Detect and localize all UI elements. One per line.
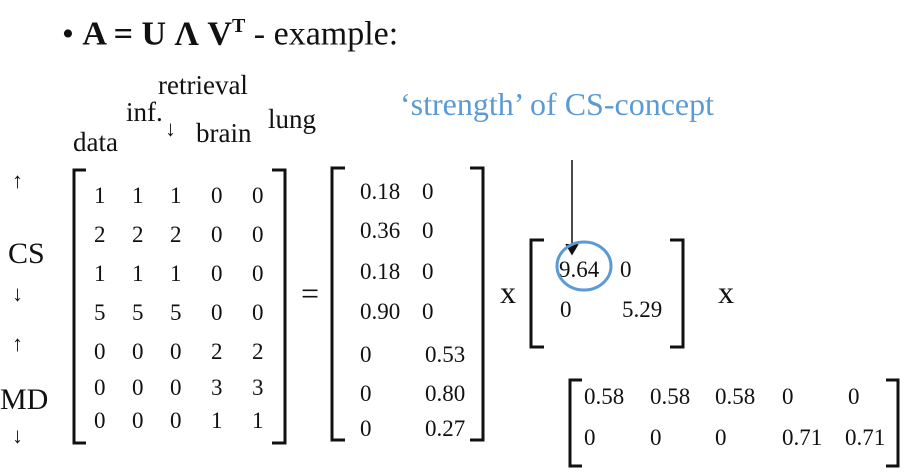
matrix-a-cell: 0 <box>170 375 182 400</box>
matrix-a-cell: 0 <box>132 339 144 364</box>
matrix-lambda-cell: 0 <box>560 297 572 322</box>
matrix-u-cell: 0 <box>422 299 434 324</box>
matrix-a-cell: 1 <box>132 183 144 208</box>
matrix-a-cell: 2 <box>132 222 144 247</box>
bullet: • <box>62 15 83 53</box>
matrix-vt-cell: 0.58 <box>650 384 691 409</box>
transpose-superscript: T <box>231 15 246 37</box>
matrix-a-right-bracket <box>272 168 287 445</box>
matrix-a-left-bracket <box>72 168 86 445</box>
matrix-lambda-cell: 9.64 <box>559 257 600 282</box>
matrix-a-cell: 1 <box>94 183 106 208</box>
matrix-u-cell: 0.36 <box>360 218 401 243</box>
matrix-vt-cell: 0 <box>848 384 860 409</box>
matrix-a-cell: 1 <box>170 261 182 286</box>
matrix-vt-left-bracket <box>568 378 582 468</box>
matrix-vt-cell: 0.71 <box>782 425 823 450</box>
column-label-retrieval: retrieval <box>158 70 248 100</box>
matrix-a-cell: 0 <box>211 222 223 247</box>
matrix-lambda-cell: 0 <box>620 257 632 282</box>
matrix-u-cell: 0.18 <box>360 259 401 284</box>
matrix-a-cell: 1 <box>252 408 264 433</box>
matrix-a-cell: 0 <box>252 261 264 286</box>
cs-down-arrow: ↓ <box>12 281 23 306</box>
column-label-lung: lung <box>268 104 317 134</box>
matrix-a-cell: 0 <box>132 375 144 400</box>
retrieval-down-arrow: ↓ <box>165 116 176 141</box>
column-label-data: data <box>73 127 118 157</box>
matrix-a-cell: 2 <box>94 222 106 247</box>
matrix-a-cell: 0 <box>211 183 223 208</box>
matrix-a-cell: 0 <box>94 375 106 400</box>
matrix-a-cell: 2 <box>252 339 264 364</box>
matrix-a-cell: 0 <box>252 222 264 247</box>
matrix-a-cell: 0 <box>252 300 264 325</box>
strength-pointer-arrow <box>565 160 579 256</box>
row-group-label-cs: CS <box>8 237 45 270</box>
matrix-vt-right-bracket <box>886 378 900 468</box>
row-group-label-md: MD <box>0 383 49 416</box>
column-label-brain: brain <box>196 118 252 148</box>
matrix-u-cell: 0.53 <box>425 342 466 367</box>
matrix-u-cell: 0 <box>422 259 434 284</box>
matrix-u-left-bracket <box>330 166 345 442</box>
matrix-vt-cell: 0 <box>584 425 596 450</box>
matrix-a-cell: 0 <box>252 183 264 208</box>
matrix-a-cell: 1 <box>94 261 106 286</box>
matrix-a-cell: 1 <box>170 183 182 208</box>
matrix-lambda-right-bracket <box>670 238 685 349</box>
matrix-vt-cell: 0 <box>782 384 794 409</box>
matrix-a-cell: 0 <box>132 408 144 433</box>
times-sign-2: x <box>718 274 734 310</box>
title-suffix: - example: <box>245 15 399 53</box>
matrix-a-cell: 0 <box>211 261 223 286</box>
matrix-vt-cell: 0.71 <box>845 425 886 450</box>
times-sign-1: x <box>500 274 516 310</box>
matrix-a-cell: 0 <box>94 408 106 433</box>
matrix-a-cell: 2 <box>170 222 182 247</box>
matrix-lambda-cell: 5.29 <box>622 297 663 322</box>
matrix-vt-cell: 0.58 <box>584 384 625 409</box>
cs-up-arrow: ↑ <box>12 168 23 193</box>
matrix-u-cell: 0 <box>360 416 372 441</box>
matrix-a-cell: 0 <box>211 300 223 325</box>
matrix-a-cell: 0 <box>170 339 182 364</box>
matrix-a-cell: 0 <box>170 408 182 433</box>
matrix-vt-cell: 0 <box>650 425 662 450</box>
strength-annotation: ‘strength’ of CS-concept <box>400 86 714 122</box>
matrix-a-cell: 3 <box>252 375 264 400</box>
matrix-a-cell: 5 <box>132 300 144 325</box>
matrix-a-cell: 5 <box>94 300 106 325</box>
matrix-a-cell: 0 <box>94 339 106 364</box>
md-up-arrow: ↑ <box>12 331 23 356</box>
md-down-arrow: ↓ <box>12 423 23 448</box>
matrix-u-cell: 0 <box>360 381 372 406</box>
formula: A = U Λ V <box>82 15 232 53</box>
matrix-a-cell: 5 <box>170 300 182 325</box>
matrix-a-cell: 3 <box>211 375 223 400</box>
highlight-circle <box>555 240 613 292</box>
column-label-inf: inf. <box>126 97 163 127</box>
slide-title: • A = U Λ VT - example: <box>62 6 398 54</box>
matrix-u-cell: 0.80 <box>425 381 466 406</box>
matrix-a-cell: 1 <box>132 261 144 286</box>
matrix-u-cell: 0 <box>360 342 372 367</box>
matrix-a-cell: 1 <box>211 408 223 433</box>
matrix-lambda-left-bracket <box>529 238 544 349</box>
matrix-vt-cell: 0.58 <box>715 384 756 409</box>
matrix-u-cell: 0.27 <box>425 416 466 441</box>
equals-sign: = <box>301 275 320 311</box>
matrix-vt-cell: 0 <box>715 425 727 450</box>
matrix-u-cell: 0 <box>422 218 434 243</box>
matrix-u-right-bracket <box>470 166 485 442</box>
matrix-u-cell: 0 <box>422 179 434 204</box>
matrix-u-cell: 0.18 <box>360 179 401 204</box>
matrix-a-cell: 2 <box>211 339 223 364</box>
matrix-u-cell: 0.90 <box>360 299 401 324</box>
